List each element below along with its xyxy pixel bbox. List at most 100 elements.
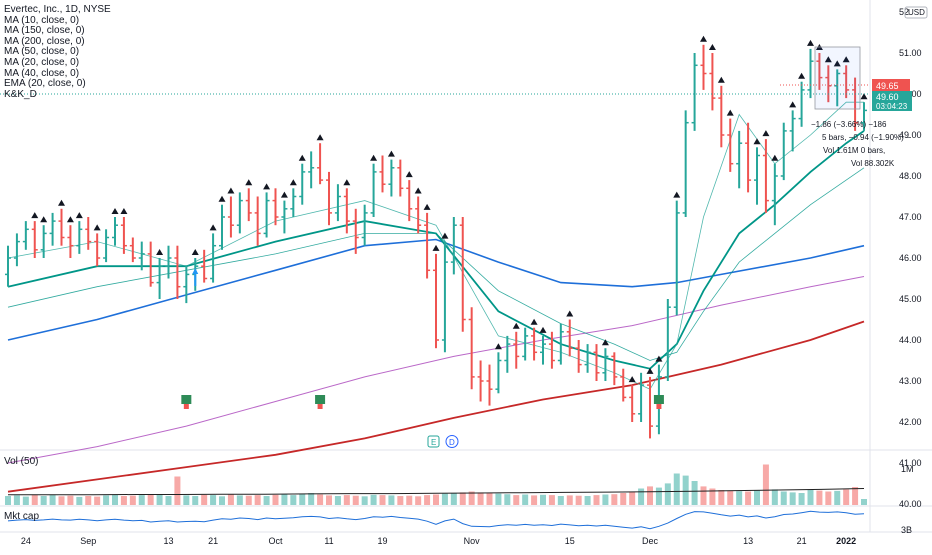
volume-bar <box>254 495 261 505</box>
volume-bar <box>673 473 680 505</box>
price-bar <box>147 241 154 287</box>
indicator-ma200[interactable]: MA (200, close, 0) <box>4 35 85 47</box>
price-tick-label: 41.00 <box>899 458 922 468</box>
price-tick-label: 46.00 <box>899 253 922 263</box>
signal-triangle <box>494 343 502 350</box>
signal-triangle <box>343 179 351 186</box>
signal-triangle <box>387 150 395 157</box>
signal-triangle <box>405 171 413 178</box>
price-bar <box>263 192 270 238</box>
price-bar <box>495 352 502 394</box>
signal-triangle <box>111 208 119 214</box>
price-bar <box>754 147 760 205</box>
signal-triangle <box>316 134 324 141</box>
current-price-badge-bg <box>872 91 912 111</box>
volume-bar <box>584 496 591 505</box>
volume-bar <box>317 494 324 505</box>
indicator-ma10[interactable]: MA (10, close, 0) <box>4 14 80 26</box>
signal-triangle <box>156 249 164 255</box>
measure-volume-label: Vol 1.61M 0 bars, <box>823 146 885 155</box>
signal-triangle <box>566 310 574 317</box>
price-bar <box>620 368 627 402</box>
indicator-kk-d[interactable]: K&K_D <box>4 88 37 100</box>
volume-bar <box>593 495 600 505</box>
volume-bar <box>129 495 136 505</box>
price-bar <box>513 331 520 369</box>
price-bar <box>94 233 101 267</box>
signal-triangle <box>58 199 65 206</box>
signal-triangle <box>771 154 779 161</box>
price-bar <box>798 81 805 127</box>
price-bar <box>602 348 609 381</box>
time-axis-label: 2022 <box>836 536 856 546</box>
price-bar <box>40 225 47 258</box>
time-axis-label: Sep <box>80 536 96 546</box>
signal-triangle <box>655 355 663 362</box>
indicator-ma50[interactable]: MA (50, close, 0) <box>4 46 80 58</box>
volume-bar <box>807 490 814 505</box>
indicator-ema20[interactable]: EMA (20, close, 0) <box>4 78 86 90</box>
signal-triangle <box>512 322 520 329</box>
price-bar <box>745 122 752 193</box>
volume-bar <box>379 495 386 505</box>
signal-triangle <box>824 56 832 63</box>
volume-bar <box>540 494 546 505</box>
indicator-ma20[interactable]: MA (20, close, 0) <box>4 56 80 68</box>
price-bar <box>272 188 279 226</box>
volume-bar <box>22 496 29 505</box>
volume-bar <box>281 494 288 505</box>
time-axis-label: 13 <box>743 536 753 546</box>
signal-triangle <box>762 130 770 137</box>
volume-bar <box>548 495 555 505</box>
volume-bar <box>112 494 118 505</box>
volume-bar <box>629 491 636 505</box>
price-bar <box>700 44 707 90</box>
signal-square-red <box>317 404 323 409</box>
volume-bar <box>31 494 38 505</box>
measure-box <box>814 46 861 110</box>
price-bar <box>852 77 859 131</box>
volume-bar <box>138 495 145 505</box>
signal-triangle <box>789 101 797 108</box>
indicator-ma150[interactable]: MA (150, close, 0) <box>4 25 85 37</box>
signal-triangle <box>289 179 297 186</box>
volume-bar <box>236 495 243 505</box>
signal-triangle <box>298 154 306 161</box>
signal-triangle <box>441 232 449 239</box>
price-tick-label: 40.00 <box>899 499 922 509</box>
signal-triangle <box>66 216 74 223</box>
signal-triangle <box>31 212 39 219</box>
volume-bar <box>789 492 796 505</box>
volume-bar <box>718 490 725 505</box>
symbol-title[interactable]: Evertec, Inc., 1D, NYSE <box>4 4 111 15</box>
signal-square-green <box>315 395 326 404</box>
price-bar <box>522 327 529 361</box>
price-bar <box>459 217 466 332</box>
price-bar <box>789 110 796 152</box>
volume-bar <box>852 487 859 505</box>
price-tick-label: 47.00 <box>899 212 922 222</box>
price-tick-label: 44.00 <box>899 335 922 345</box>
signal-triangle <box>530 318 538 325</box>
signal-triangle <box>218 195 226 202</box>
volume-bar <box>219 496 225 505</box>
mktcap-pane-label[interactable]: Mkt cap <box>4 511 40 522</box>
volume-bar <box>299 493 306 505</box>
price-bar <box>183 266 190 304</box>
price-bar <box>388 159 395 197</box>
price-bar <box>138 241 145 271</box>
price-bar <box>762 139 769 213</box>
price-bar <box>638 372 645 422</box>
signal-triangle <box>539 326 547 333</box>
signal-triangle <box>191 249 199 255</box>
volume-bar <box>120 496 127 505</box>
volume-bar <box>361 496 368 505</box>
price-bar <box>49 212 56 246</box>
volume-bar <box>655 487 662 505</box>
volume-pane-label[interactable]: Vol (50) <box>4 456 39 467</box>
price-tick-label: 45.00 <box>899 294 922 304</box>
indicator-ma40[interactable]: MA (40, close, 0) <box>4 67 80 79</box>
price-bar <box>664 299 671 381</box>
price-bar <box>299 163 306 205</box>
